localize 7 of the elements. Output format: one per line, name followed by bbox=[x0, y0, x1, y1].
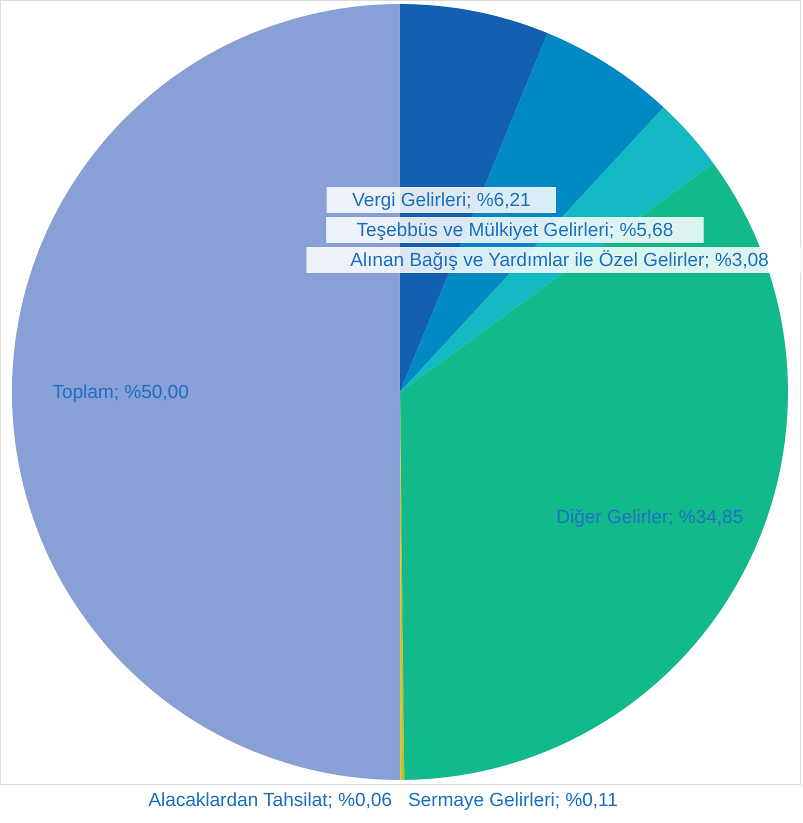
slice-label: Vergi Gelirleri; %6,21 bbox=[352, 190, 531, 211]
slice-label: Sermaye Gelirleri; %0,11 bbox=[408, 790, 618, 811]
slice-label: Toplam; %50,00 bbox=[52, 382, 189, 404]
slice-label: Diğer Gelirler; %34,85 bbox=[556, 507, 744, 528]
slice-label: Alınan Bağış ve Yardımlar ile Özel Gelirler; %3,08 bbox=[350, 250, 769, 271]
slice-label: Alacaklardan Tahsilat; %0,06 bbox=[148, 790, 392, 811]
slice-label: Teşebbüs ve Mülkiyet Gelirleri; %5,68 bbox=[356, 220, 674, 241]
